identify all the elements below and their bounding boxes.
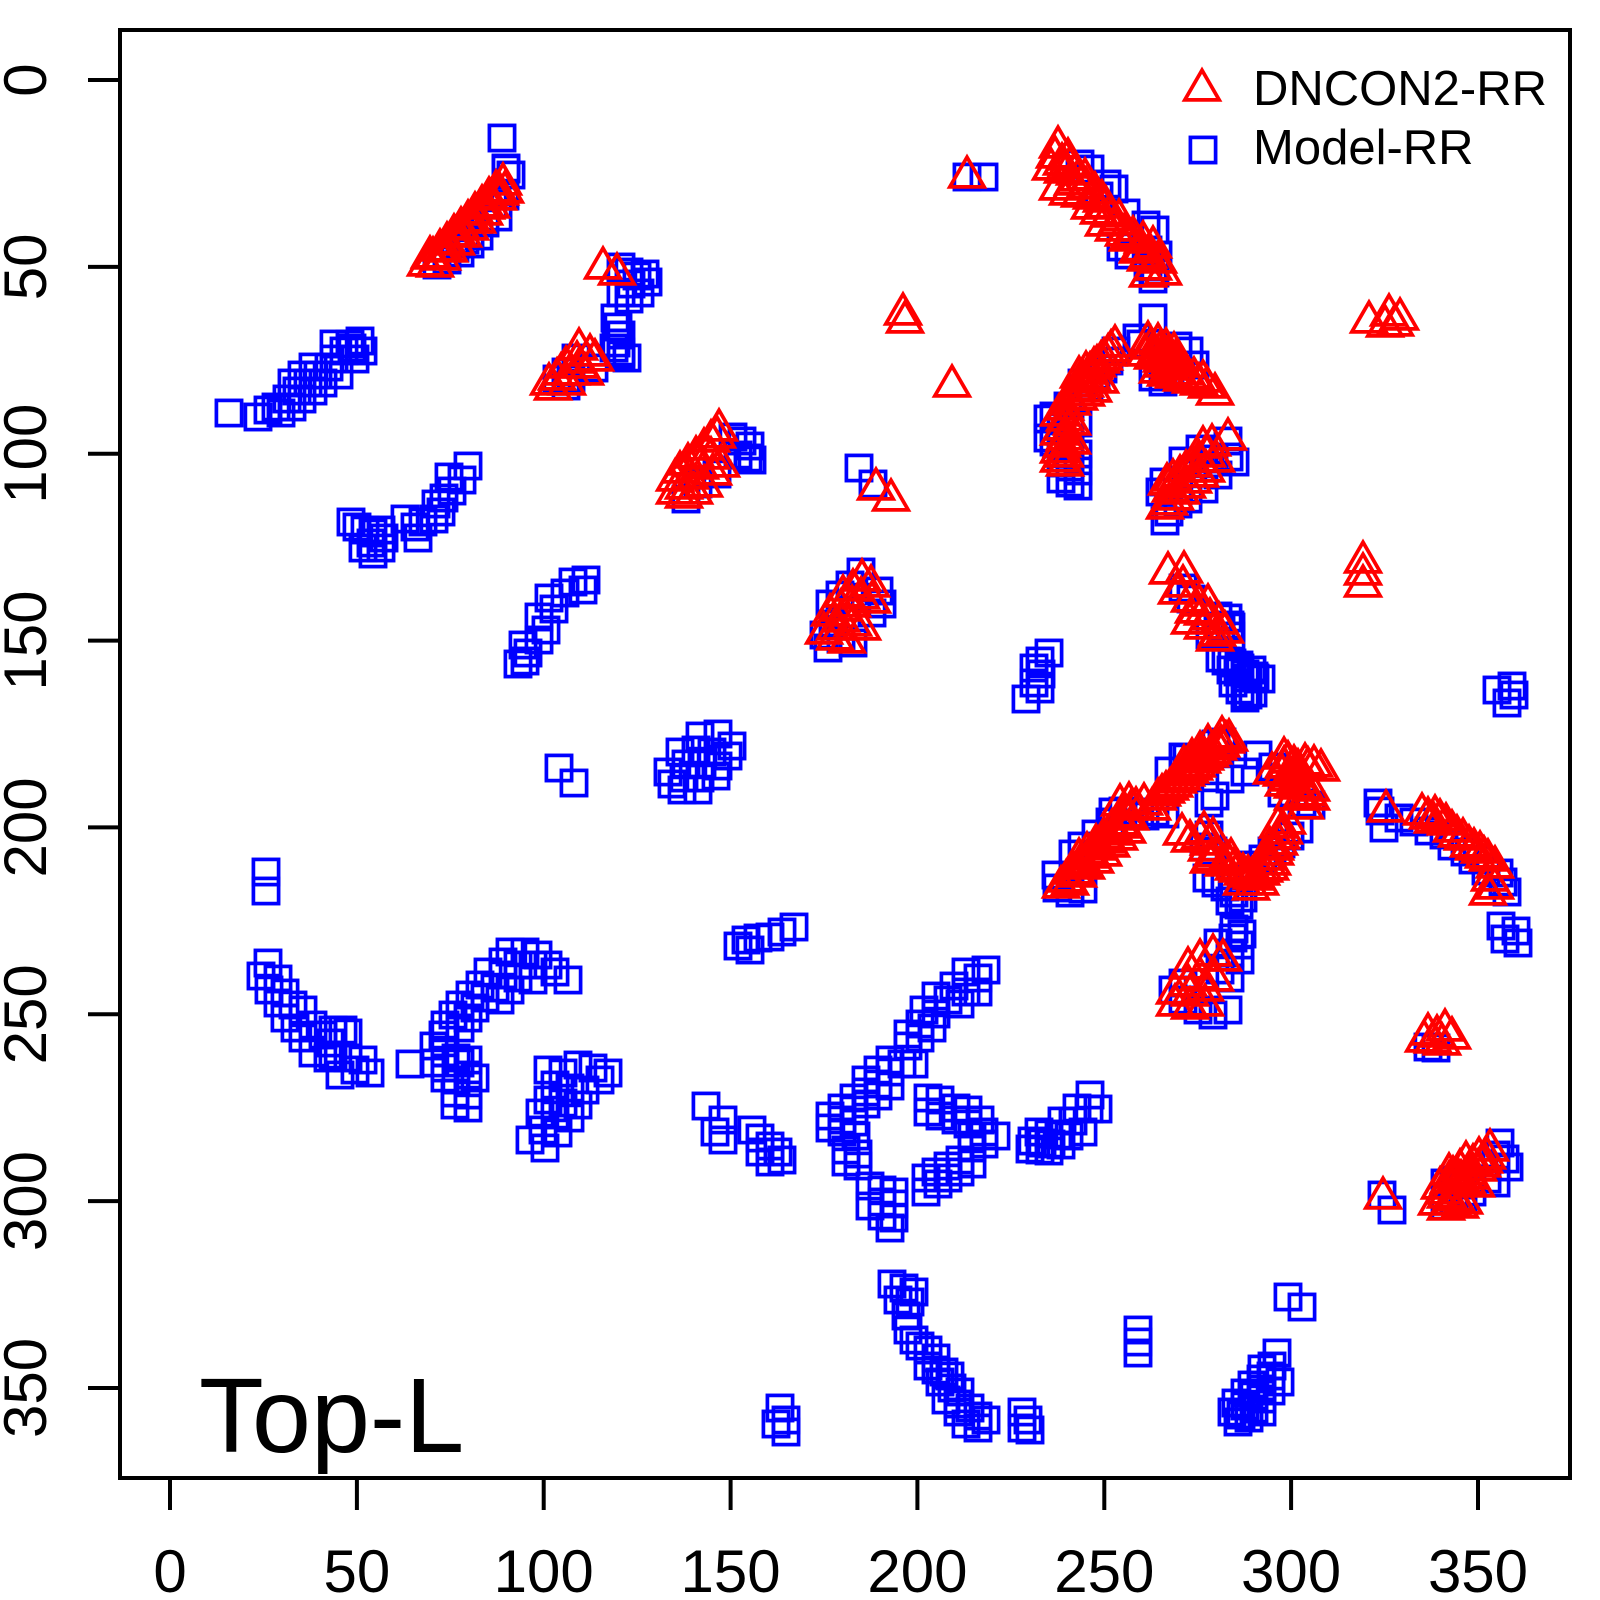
svg-text:350: 350: [0, 1338, 59, 1438]
svg-text:0: 0: [0, 63, 59, 96]
svg-text:200: 200: [0, 777, 59, 877]
svg-text:350: 350: [1428, 1538, 1528, 1600]
svg-text:50: 50: [324, 1538, 391, 1600]
svg-text:200: 200: [867, 1538, 967, 1600]
svg-text:300: 300: [0, 1151, 59, 1251]
svg-text:100: 100: [494, 1538, 594, 1600]
svg-text:300: 300: [1241, 1538, 1341, 1600]
svg-text:250: 250: [1054, 1538, 1154, 1600]
svg-text:Model-RR: Model-RR: [1253, 121, 1474, 175]
svg-text:50: 50: [0, 234, 59, 301]
svg-text:0: 0: [153, 1538, 186, 1600]
svg-text:100: 100: [0, 404, 59, 504]
svg-text:250: 250: [0, 964, 59, 1064]
svg-text:150: 150: [0, 591, 59, 691]
svg-text:Top-L: Top-L: [199, 1357, 464, 1475]
svg-text:DNCON2-RR: DNCON2-RR: [1253, 62, 1547, 116]
svg-text:150: 150: [681, 1538, 781, 1600]
